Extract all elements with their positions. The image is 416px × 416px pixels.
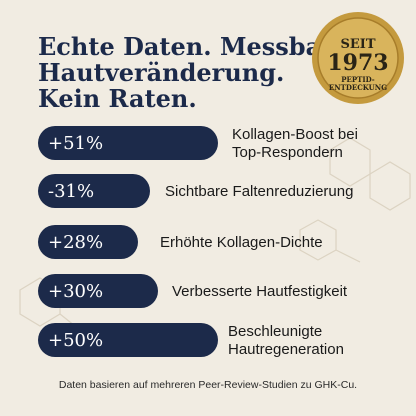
stat-row: +28% Erhöhte Kollagen-Dichte (38, 225, 323, 259)
stat-label: Kollagen-Boost bei (232, 126, 358, 143)
footer: Daten basieren auf mehreren Peer-Review-… (59, 379, 357, 391)
stat-value: +28% (48, 232, 103, 253)
stat-label: Beschleunigte (228, 323, 322, 340)
stat-pill (38, 225, 138, 259)
stat-label: Verbesserte Hautfestigkeit (172, 283, 348, 300)
badge-inner (317, 17, 399, 99)
stat-pill (38, 126, 218, 160)
stat-row: +30% Verbesserte Hautfestigkeit (38, 274, 348, 308)
badge-line: PEPTID- (341, 75, 375, 84)
title-line: Kein Raten. (38, 84, 197, 113)
stat-value: +30% (48, 281, 103, 302)
title: Echte Daten. MessbareHautveränderung.Kei… (38, 32, 349, 113)
badge-line: SEIT (340, 37, 375, 52)
stat-label: Sichtbare Faltenreduzierung (165, 183, 353, 200)
stat-row: -31% Sichtbare Faltenreduzierung (38, 174, 353, 208)
stat-value: +51% (48, 133, 103, 154)
stat-label: Hautregeneration (228, 341, 344, 358)
title-line: Hautveränderung. (38, 58, 284, 87)
title-line: Echte Daten. Messbare (38, 32, 349, 61)
stat-value: +50% (48, 330, 103, 351)
stat-pill (38, 274, 158, 308)
badge-line: 1973 (327, 50, 388, 76)
stat-pill (38, 174, 150, 208)
molecule-decoration (19, 137, 411, 331)
stat-value: -31% (48, 181, 94, 202)
stat-pill (38, 323, 218, 357)
stat-label: Top-Respondern (232, 144, 343, 161)
badge-line: ENTDECKUNG (329, 83, 387, 92)
stat-label: Erhöhte Kollagen-Dichte (160, 234, 323, 251)
